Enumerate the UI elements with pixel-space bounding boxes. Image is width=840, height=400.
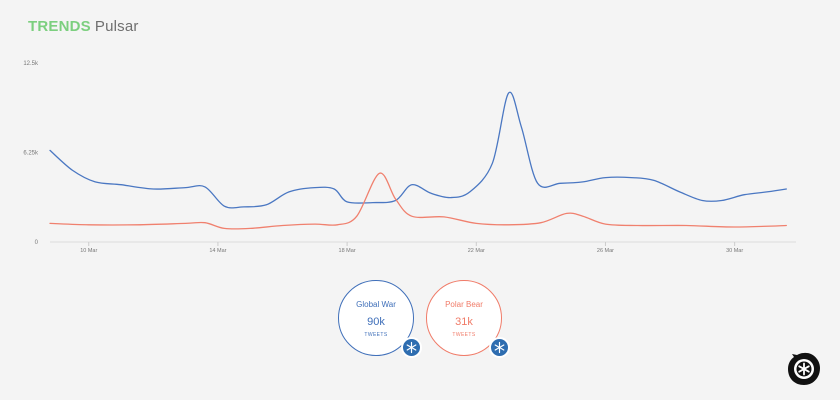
topic-bubble-polar-bear[interactable]: Polar Bear 31k TWEETS: [426, 280, 510, 358]
topic-name: Polar Bear: [445, 300, 483, 309]
snowflake-icon[interactable]: [489, 337, 510, 358]
tweet-count: 90k: [367, 316, 385, 328]
tweet-unit: TWEETS: [452, 332, 476, 338]
x-tick-label: 22 Mar: [468, 248, 485, 254]
y-tick-label: 0: [35, 240, 39, 246]
tweet-count: 31k: [455, 316, 473, 328]
x-tick-label: 18 Mar: [339, 248, 356, 254]
pulsar-logo-icon: [788, 352, 820, 385]
page-title: TRENDS Pulsar: [28, 18, 139, 35]
x-tick-label: 14 Mar: [209, 248, 226, 254]
trend-line-chart: 0 6.25k 12.5k 10 Mar 14 Mar 18 Mar 22 Mar 26 Ma…: [23, 61, 796, 254]
x-tick-label: 10 Mar: [80, 248, 97, 254]
y-tick-label: 6.25k: [23, 151, 39, 157]
x-tick-label: 30 Mar: [726, 248, 743, 254]
topic-bubble-global-war[interactable]: Global War 90k TWEETS: [338, 280, 422, 358]
brand-name: TRENDS: [28, 18, 91, 35]
product-name: Pulsar: [94, 18, 139, 35]
topic-name: Global War: [356, 300, 396, 309]
series-line-polar-bear: [49, 172, 787, 230]
snowflake-icon[interactable]: [401, 337, 422, 358]
series-line-global-war: [49, 91, 787, 209]
y-tick-label: 12.5k: [23, 61, 39, 67]
tweet-unit: TWEETS: [364, 332, 388, 338]
x-tick-label: 26 Mar: [597, 248, 614, 254]
